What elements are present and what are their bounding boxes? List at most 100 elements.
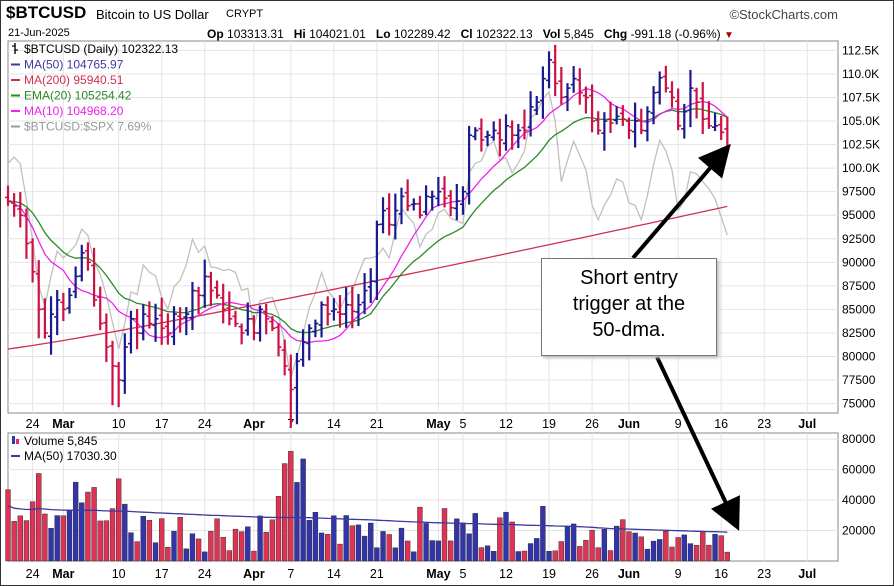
price-bar bbox=[164, 313, 171, 345]
price-x-tick-label: 21 bbox=[370, 417, 384, 431]
volume-bar bbox=[361, 535, 368, 562]
volume-x-tick-label: May bbox=[426, 567, 450, 581]
open-label: Op bbox=[207, 27, 224, 41]
volume-bar bbox=[484, 545, 491, 562]
volume-bar bbox=[122, 503, 128, 562]
volume-y-tick-label: 40000 bbox=[842, 493, 876, 507]
price-bar bbox=[78, 244, 85, 282]
volume-bar bbox=[663, 531, 669, 562]
volume-bar bbox=[540, 506, 546, 562]
price-bar bbox=[539, 66, 546, 119]
annotation-arrow-up bbox=[631, 143, 731, 260]
price-bar bbox=[669, 81, 675, 108]
volume-x-tick-label: Mar bbox=[52, 567, 74, 581]
ratio-line bbox=[7, 90, 728, 379]
price-bar bbox=[404, 179, 411, 212]
price-bar bbox=[146, 301, 153, 329]
volume-bar bbox=[454, 518, 460, 562]
volume-bar bbox=[29, 501, 36, 562]
volume-bar bbox=[146, 519, 153, 562]
price-bar bbox=[472, 127, 479, 141]
volume-bar bbox=[103, 520, 110, 562]
price-bar bbox=[189, 281, 196, 331]
price-bar bbox=[171, 306, 177, 346]
volume-bar bbox=[128, 532, 134, 562]
price-bar bbox=[509, 120, 516, 150]
volume-bar bbox=[558, 541, 564, 562]
legend-entry-ratio: $BTCUSD:$SPX 7.69% bbox=[24, 120, 152, 134]
price-x-tick-label: Jul bbox=[798, 417, 816, 431]
volume-bar bbox=[472, 513, 478, 562]
high-value: 104021.01 bbox=[309, 27, 366, 41]
price-bar bbox=[367, 268, 374, 303]
brand-label[interactable]: ©StockCharts.com bbox=[729, 7, 838, 22]
price-bar bbox=[275, 323, 282, 357]
annotation-line3: 50-dma. bbox=[592, 319, 666, 341]
volume-x-tick-label: 24 bbox=[198, 567, 212, 581]
volume-x-tick-label: 21 bbox=[370, 567, 384, 581]
legend-entry-volume: Volume 5,845 bbox=[24, 434, 98, 448]
volume-bar bbox=[238, 531, 245, 562]
volume-x-tick-label: 16 bbox=[714, 567, 728, 581]
price-x-tick-label: 26 bbox=[585, 417, 599, 431]
volume-bar bbox=[589, 529, 595, 562]
volume-bar bbox=[368, 522, 374, 562]
price-bar bbox=[66, 287, 73, 314]
volume-x-tick-label: 7 bbox=[287, 567, 294, 581]
price-bar bbox=[515, 123, 522, 149]
volume-y-tick-label: 60000 bbox=[842, 463, 876, 477]
volume-bar bbox=[208, 531, 214, 562]
volume-bar bbox=[601, 529, 608, 562]
volume-bar bbox=[417, 506, 423, 562]
volume-x-tick-label: 9 bbox=[675, 567, 682, 581]
volume-bar bbox=[626, 531, 632, 562]
price-bar bbox=[312, 319, 319, 338]
volume-bar bbox=[288, 451, 294, 562]
volume-bar bbox=[275, 496, 282, 562]
volume-bar bbox=[159, 518, 165, 562]
price-bar bbox=[48, 296, 55, 355]
volume-bar bbox=[398, 527, 405, 562]
price-bar bbox=[207, 271, 214, 307]
price-bar bbox=[177, 307, 184, 333]
high-label: Hi bbox=[293, 27, 306, 41]
volume-x-tick-label: 19 bbox=[542, 567, 556, 581]
volume-bar bbox=[269, 519, 276, 562]
volume-bar bbox=[491, 551, 497, 562]
volume-x-tick-label: 14 bbox=[327, 567, 341, 581]
price-y-tick-label: 90000 bbox=[842, 255, 876, 269]
volume-bar bbox=[306, 520, 312, 562]
price-bar bbox=[558, 67, 565, 105]
price-bar bbox=[712, 113, 719, 132]
price-bar bbox=[337, 295, 343, 328]
volume-bar bbox=[79, 502, 85, 562]
volume-bar bbox=[448, 540, 454, 562]
price-bar bbox=[416, 195, 423, 219]
price-bar bbox=[330, 298, 337, 321]
volume-bar bbox=[712, 533, 718, 562]
volume-y-tick-label: 20000 bbox=[842, 524, 876, 538]
ema20-line bbox=[7, 108, 728, 334]
price-bar bbox=[103, 313, 110, 363]
price-bar bbox=[349, 286, 356, 329]
volume-bar bbox=[42, 513, 48, 562]
price-bar bbox=[656, 71, 663, 105]
volume-bar bbox=[460, 522, 466, 562]
annotation-box: Short entry trigger at the 50-dma. bbox=[541, 258, 717, 356]
price-bar bbox=[503, 114, 509, 151]
price-bar bbox=[244, 302, 251, 336]
price-bar bbox=[638, 108, 645, 135]
volume-bar bbox=[503, 511, 509, 562]
low-label: Lo bbox=[375, 27, 391, 41]
price-bar bbox=[238, 323, 245, 345]
price-bar bbox=[263, 303, 270, 335]
volume-bar bbox=[263, 532, 269, 562]
price-x-tick-label: Apr bbox=[243, 417, 265, 431]
price-bar bbox=[214, 280, 221, 299]
volume-bar bbox=[214, 518, 220, 562]
volume-bar bbox=[282, 463, 288, 562]
price-bar bbox=[306, 324, 313, 361]
volume-x-tick-label: 24 bbox=[26, 567, 40, 581]
price-y-tick-label: 82500 bbox=[842, 326, 876, 340]
vol-label: Vol bbox=[542, 27, 561, 41]
